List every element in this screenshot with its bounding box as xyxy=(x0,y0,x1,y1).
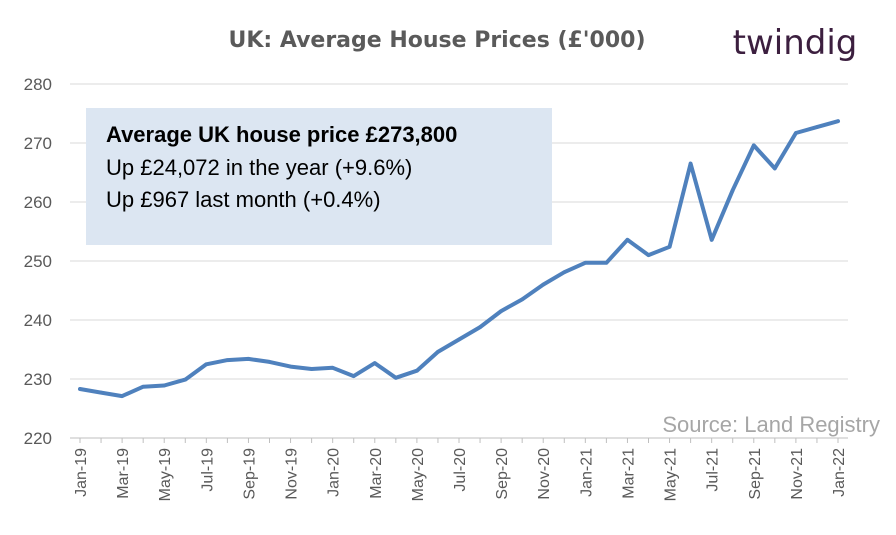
x-tick-label: Jan-22 xyxy=(831,448,848,497)
data-point xyxy=(415,368,419,373)
y-tick-label: 250 xyxy=(24,252,52,271)
y-axis: 220 230 240 250 260 270 280 xyxy=(24,75,52,448)
x-tick-label: Jul-20 xyxy=(452,448,469,492)
annotation-yearly-change: Up £24,072 in the year (+9.6%) xyxy=(106,155,412,180)
x-tick-label: May-21 xyxy=(663,448,680,501)
data-point xyxy=(457,337,461,342)
y-tick-label: 270 xyxy=(24,134,52,153)
data-point xyxy=(99,390,103,395)
data-point xyxy=(583,260,588,265)
data-point xyxy=(794,131,798,135)
data-point xyxy=(604,260,609,265)
data-point xyxy=(246,357,251,361)
source-note: Source: Land Registry xyxy=(662,412,880,437)
x-tick-label: Nov-21 xyxy=(789,448,806,500)
data-point xyxy=(309,367,314,371)
data-point xyxy=(204,362,209,367)
data-point xyxy=(646,253,651,257)
x-axis: Jan-19 Mar-19 May-19 Jul-19 Sep-19 Nov-19 Jan-… xyxy=(73,438,848,501)
x-tick-label: Sep-20 xyxy=(494,448,511,500)
chart-title: UK: Average House Prices (£'000) xyxy=(228,28,645,53)
data-point xyxy=(478,325,482,329)
data-point xyxy=(120,394,124,398)
x-tick-label: Jan-19 xyxy=(73,448,90,497)
data-point xyxy=(330,365,335,370)
data-point xyxy=(436,350,440,354)
data-point xyxy=(372,361,377,365)
x-tick-label: Sep-19 xyxy=(241,448,258,500)
data-point xyxy=(141,384,145,389)
x-tick-label: Mar-20 xyxy=(368,448,385,499)
x-tick-label: May-19 xyxy=(157,448,174,501)
data-point xyxy=(773,166,777,171)
data-point xyxy=(394,376,398,380)
data-point xyxy=(225,358,230,362)
y-tick-label: 280 xyxy=(24,75,52,94)
data-point xyxy=(730,188,735,192)
data-point xyxy=(836,119,840,123)
data-point xyxy=(815,125,819,129)
x-tick-label: May-20 xyxy=(410,448,427,501)
data-point xyxy=(162,383,167,388)
x-tick-label: Sep-21 xyxy=(747,448,764,500)
x-tick-label: Mar-21 xyxy=(620,448,637,499)
data-point xyxy=(183,377,188,382)
x-tick-label: Jul-21 xyxy=(705,448,722,492)
data-point xyxy=(688,161,693,166)
x-tick-label: Nov-19 xyxy=(284,448,301,500)
data-point xyxy=(751,143,756,148)
x-tick-label: Jan-20 xyxy=(326,448,343,497)
x-tick-label: Nov-20 xyxy=(536,448,553,500)
data-point xyxy=(499,309,503,313)
data-point xyxy=(709,237,714,242)
x-tick-label: Jul-19 xyxy=(199,448,216,492)
data-point xyxy=(520,297,524,302)
annotation-monthly-change: Up £967 last month (+0.4%) xyxy=(106,187,381,212)
data-point xyxy=(351,374,356,378)
series-points xyxy=(78,119,840,398)
data-point xyxy=(267,360,272,364)
twindig-logo: twindig xyxy=(733,23,858,63)
data-point xyxy=(562,270,567,275)
data-point xyxy=(288,364,293,369)
y-tick-label: 220 xyxy=(24,429,52,448)
data-point xyxy=(541,282,546,287)
annotation-box xyxy=(86,108,552,245)
y-tick-label: 260 xyxy=(24,193,52,212)
data-point xyxy=(625,237,630,242)
x-tick-label: Mar-19 xyxy=(115,448,132,499)
annotation-headline: Average UK house price £273,800 xyxy=(106,122,457,147)
data-point xyxy=(667,245,672,249)
y-tick-label: 230 xyxy=(24,370,52,389)
x-tick-label: Jan-21 xyxy=(578,448,595,497)
data-point xyxy=(78,387,82,391)
y-tick-label: 240 xyxy=(24,311,52,330)
